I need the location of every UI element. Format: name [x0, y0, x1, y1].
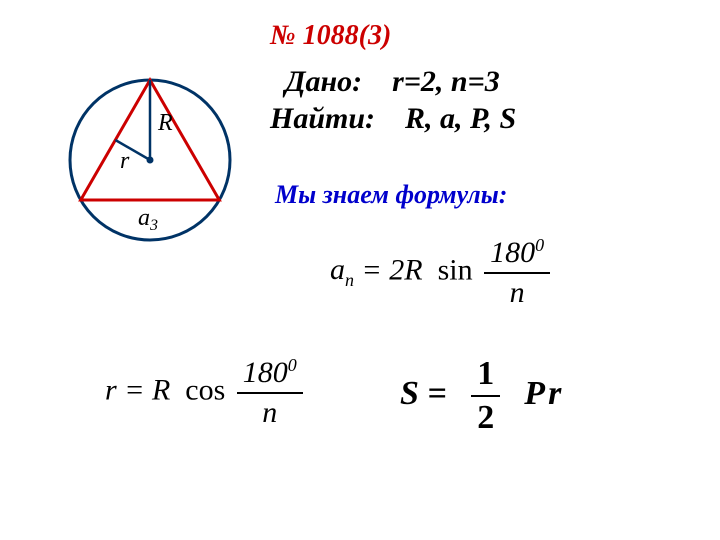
- r-den: n: [237, 394, 303, 430]
- find-line: Найти: R, a, P, S: [270, 102, 516, 136]
- an-den: n: [484, 274, 550, 310]
- problem-number: № 1088(3): [270, 20, 391, 52]
- an-coef: 2R: [389, 253, 422, 286]
- given-values: r=2, n=3: [392, 65, 500, 98]
- S-eq: =: [427, 375, 467, 412]
- S-lhs: S: [400, 375, 419, 412]
- an-fraction: 1800 n: [484, 235, 550, 310]
- an-var: an: [330, 253, 354, 286]
- find-values: R, a, P, S: [405, 102, 516, 135]
- S-num: 1: [471, 355, 500, 397]
- an-func: sin: [430, 253, 473, 286]
- an-num: 1800: [484, 235, 550, 274]
- formula-r: r = R cos 1800 n: [105, 355, 307, 430]
- r-num: 1800: [237, 355, 303, 394]
- label-r: r: [120, 148, 130, 174]
- r-lhs: r: [105, 373, 117, 406]
- S-tail: Pr: [513, 375, 565, 412]
- an-eq: =: [362, 253, 390, 286]
- know-formulas-label: Мы знаем формулы:: [275, 180, 507, 210]
- formula-an: an = 2R sin 1800 n: [330, 235, 554, 310]
- r-func: cos: [178, 373, 226, 406]
- given-line: Дано: r=2, n=3: [285, 65, 500, 99]
- label-R: R: [157, 110, 173, 136]
- geometry-diagram: R r a3: [60, 70, 240, 260]
- label-a3: a3: [138, 205, 158, 234]
- r-coef: R: [152, 373, 170, 406]
- formula-S: S = 1 2 Pr: [400, 355, 564, 437]
- given-label: Дано:: [285, 65, 362, 98]
- S-fraction: 1 2: [471, 355, 500, 437]
- find-label: Найти:: [270, 102, 375, 135]
- S-den: 2: [471, 397, 500, 437]
- r-fraction: 1800 n: [237, 355, 303, 430]
- r-eq: =: [124, 373, 152, 406]
